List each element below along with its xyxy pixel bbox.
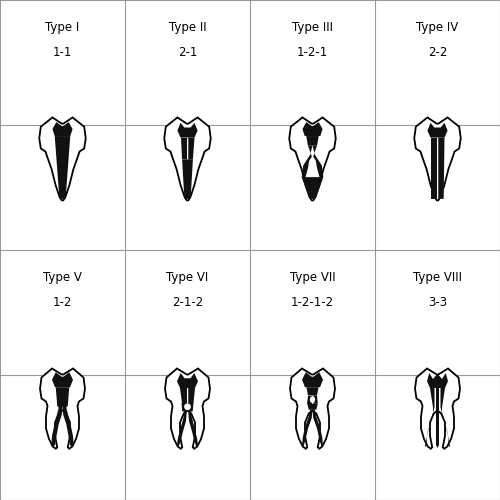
Polygon shape xyxy=(40,368,85,449)
Polygon shape xyxy=(39,118,86,200)
Polygon shape xyxy=(290,368,335,449)
Text: Type VIII: Type VIII xyxy=(413,271,462,284)
Polygon shape xyxy=(178,123,198,138)
Polygon shape xyxy=(306,387,318,396)
Polygon shape xyxy=(302,177,324,199)
Polygon shape xyxy=(302,146,312,177)
Polygon shape xyxy=(302,122,322,136)
Polygon shape xyxy=(430,138,436,199)
Polygon shape xyxy=(52,406,62,447)
Polygon shape xyxy=(425,388,434,447)
Ellipse shape xyxy=(308,158,316,172)
Polygon shape xyxy=(180,138,186,160)
Text: Type VII: Type VII xyxy=(290,271,336,284)
Polygon shape xyxy=(188,138,194,160)
Polygon shape xyxy=(165,368,210,449)
Polygon shape xyxy=(415,368,460,449)
Polygon shape xyxy=(52,122,72,136)
Polygon shape xyxy=(182,160,193,199)
Text: 2-2: 2-2 xyxy=(428,46,447,59)
Ellipse shape xyxy=(310,396,315,403)
Text: Type VI: Type VI xyxy=(166,271,208,284)
Polygon shape xyxy=(436,388,439,448)
Polygon shape xyxy=(188,388,195,403)
Text: 2-1: 2-1 xyxy=(178,46,197,59)
Polygon shape xyxy=(164,118,211,200)
Polygon shape xyxy=(414,118,461,200)
Polygon shape xyxy=(52,372,73,387)
Polygon shape xyxy=(438,138,444,199)
Text: Type III: Type III xyxy=(292,21,333,34)
Polygon shape xyxy=(177,411,187,447)
Polygon shape xyxy=(182,403,194,411)
Text: 3-3: 3-3 xyxy=(428,296,447,309)
Text: Type I: Type I xyxy=(46,21,80,34)
Text: 1-2: 1-2 xyxy=(53,296,72,309)
Polygon shape xyxy=(307,404,318,410)
Polygon shape xyxy=(177,373,198,388)
Polygon shape xyxy=(302,410,312,447)
Polygon shape xyxy=(180,388,187,403)
Text: Type V: Type V xyxy=(43,271,82,284)
Polygon shape xyxy=(428,123,448,138)
Text: 2-1-2: 2-1-2 xyxy=(172,296,203,309)
Text: Type II: Type II xyxy=(168,21,206,34)
Polygon shape xyxy=(289,118,336,200)
Polygon shape xyxy=(56,387,69,406)
Polygon shape xyxy=(312,410,323,447)
Text: 1-2-1: 1-2-1 xyxy=(297,46,328,59)
Polygon shape xyxy=(302,372,323,387)
Text: 1-2-1-2: 1-2-1-2 xyxy=(291,296,334,309)
Polygon shape xyxy=(188,411,198,447)
Polygon shape xyxy=(440,388,450,447)
Polygon shape xyxy=(313,396,318,404)
Polygon shape xyxy=(427,373,448,388)
Polygon shape xyxy=(307,396,312,404)
Polygon shape xyxy=(312,146,324,177)
Polygon shape xyxy=(62,406,74,447)
Text: 1-1: 1-1 xyxy=(53,46,72,59)
Polygon shape xyxy=(55,136,70,199)
Polygon shape xyxy=(306,136,318,145)
Ellipse shape xyxy=(184,404,191,410)
Text: Type IV: Type IV xyxy=(416,21,459,34)
